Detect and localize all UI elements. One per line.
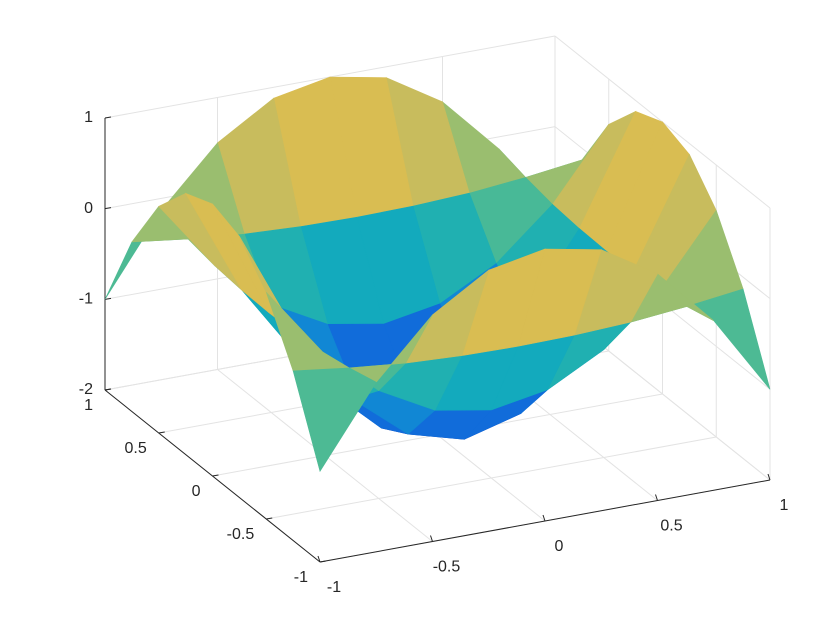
z-tick-label: 1 <box>84 109 93 126</box>
tick-mark <box>319 560 327 563</box>
x-tick-label: -1 <box>327 579 341 596</box>
y-tick-label: -1 <box>294 569 308 586</box>
y-tick-label: -0.5 <box>227 526 255 543</box>
y-tick-label: 0.5 <box>125 440 147 457</box>
y-tick-label: 1 <box>84 397 93 414</box>
tick-mark <box>158 431 165 434</box>
surface-patch <box>292 367 377 473</box>
grid-line <box>266 436 717 520</box>
x-tick-label: 0.5 <box>660 518 682 535</box>
tick-mark <box>266 517 273 520</box>
tick-mark <box>104 207 112 210</box>
tick-mark <box>430 535 433 542</box>
tick-mark <box>655 494 658 501</box>
tick-mark <box>104 388 112 391</box>
z-tick-label: -1 <box>79 291 93 308</box>
tick-mark <box>542 514 546 522</box>
x-tick-label: -0.5 <box>433 559 461 576</box>
x-tick-label: 1 <box>780 497 789 514</box>
tick-mark <box>104 116 112 119</box>
y-tick-label: 0 <box>192 483 201 500</box>
surface-patch <box>686 288 771 390</box>
tick-mark <box>767 473 771 481</box>
tick-mark <box>104 297 112 300</box>
z-tick-label: -2 <box>79 381 93 398</box>
x-tick-label: 0 <box>555 538 564 555</box>
tick-mark <box>317 555 321 563</box>
tick-mark <box>212 474 219 477</box>
z-tick-label: 0 <box>84 200 93 217</box>
